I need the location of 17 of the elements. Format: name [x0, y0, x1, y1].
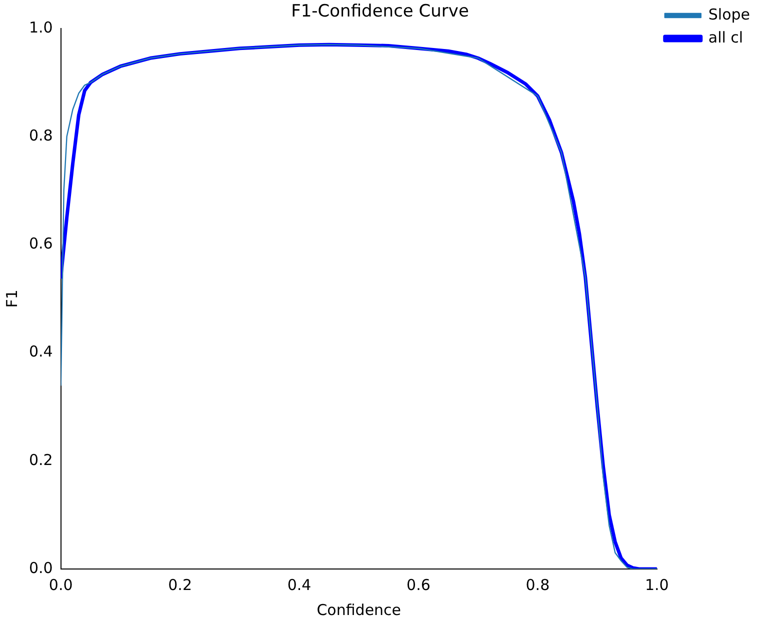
x-tick-label: 0.0 [48, 576, 73, 594]
chart-title: F1-Confidence Curve [291, 2, 469, 22]
x-tick-label: 1.0 [644, 576, 669, 594]
legend-label: Slope [708, 5, 750, 24]
y-tick-label: 0.6 [28, 234, 53, 253]
x-tick-label: 0.8 [526, 576, 550, 594]
y-tick-label: 1.0 [28, 18, 53, 36]
x-tick-label: 0.6 [406, 576, 430, 594]
x-tick-label: 0.2 [168, 576, 192, 594]
legend-label: all cl [708, 28, 744, 46]
y-axis-title: F1 [2, 290, 21, 308]
y-tick-label: 0.2 [28, 450, 53, 469]
x-tick-label: 0.4 [287, 576, 312, 594]
y-tick-label: 0.8 [28, 126, 53, 144]
y-tick-label: 0.4 [28, 342, 53, 361]
y-tick-label: 0.0 [28, 558, 53, 577]
x-axis-title: Confidence [316, 600, 402, 619]
